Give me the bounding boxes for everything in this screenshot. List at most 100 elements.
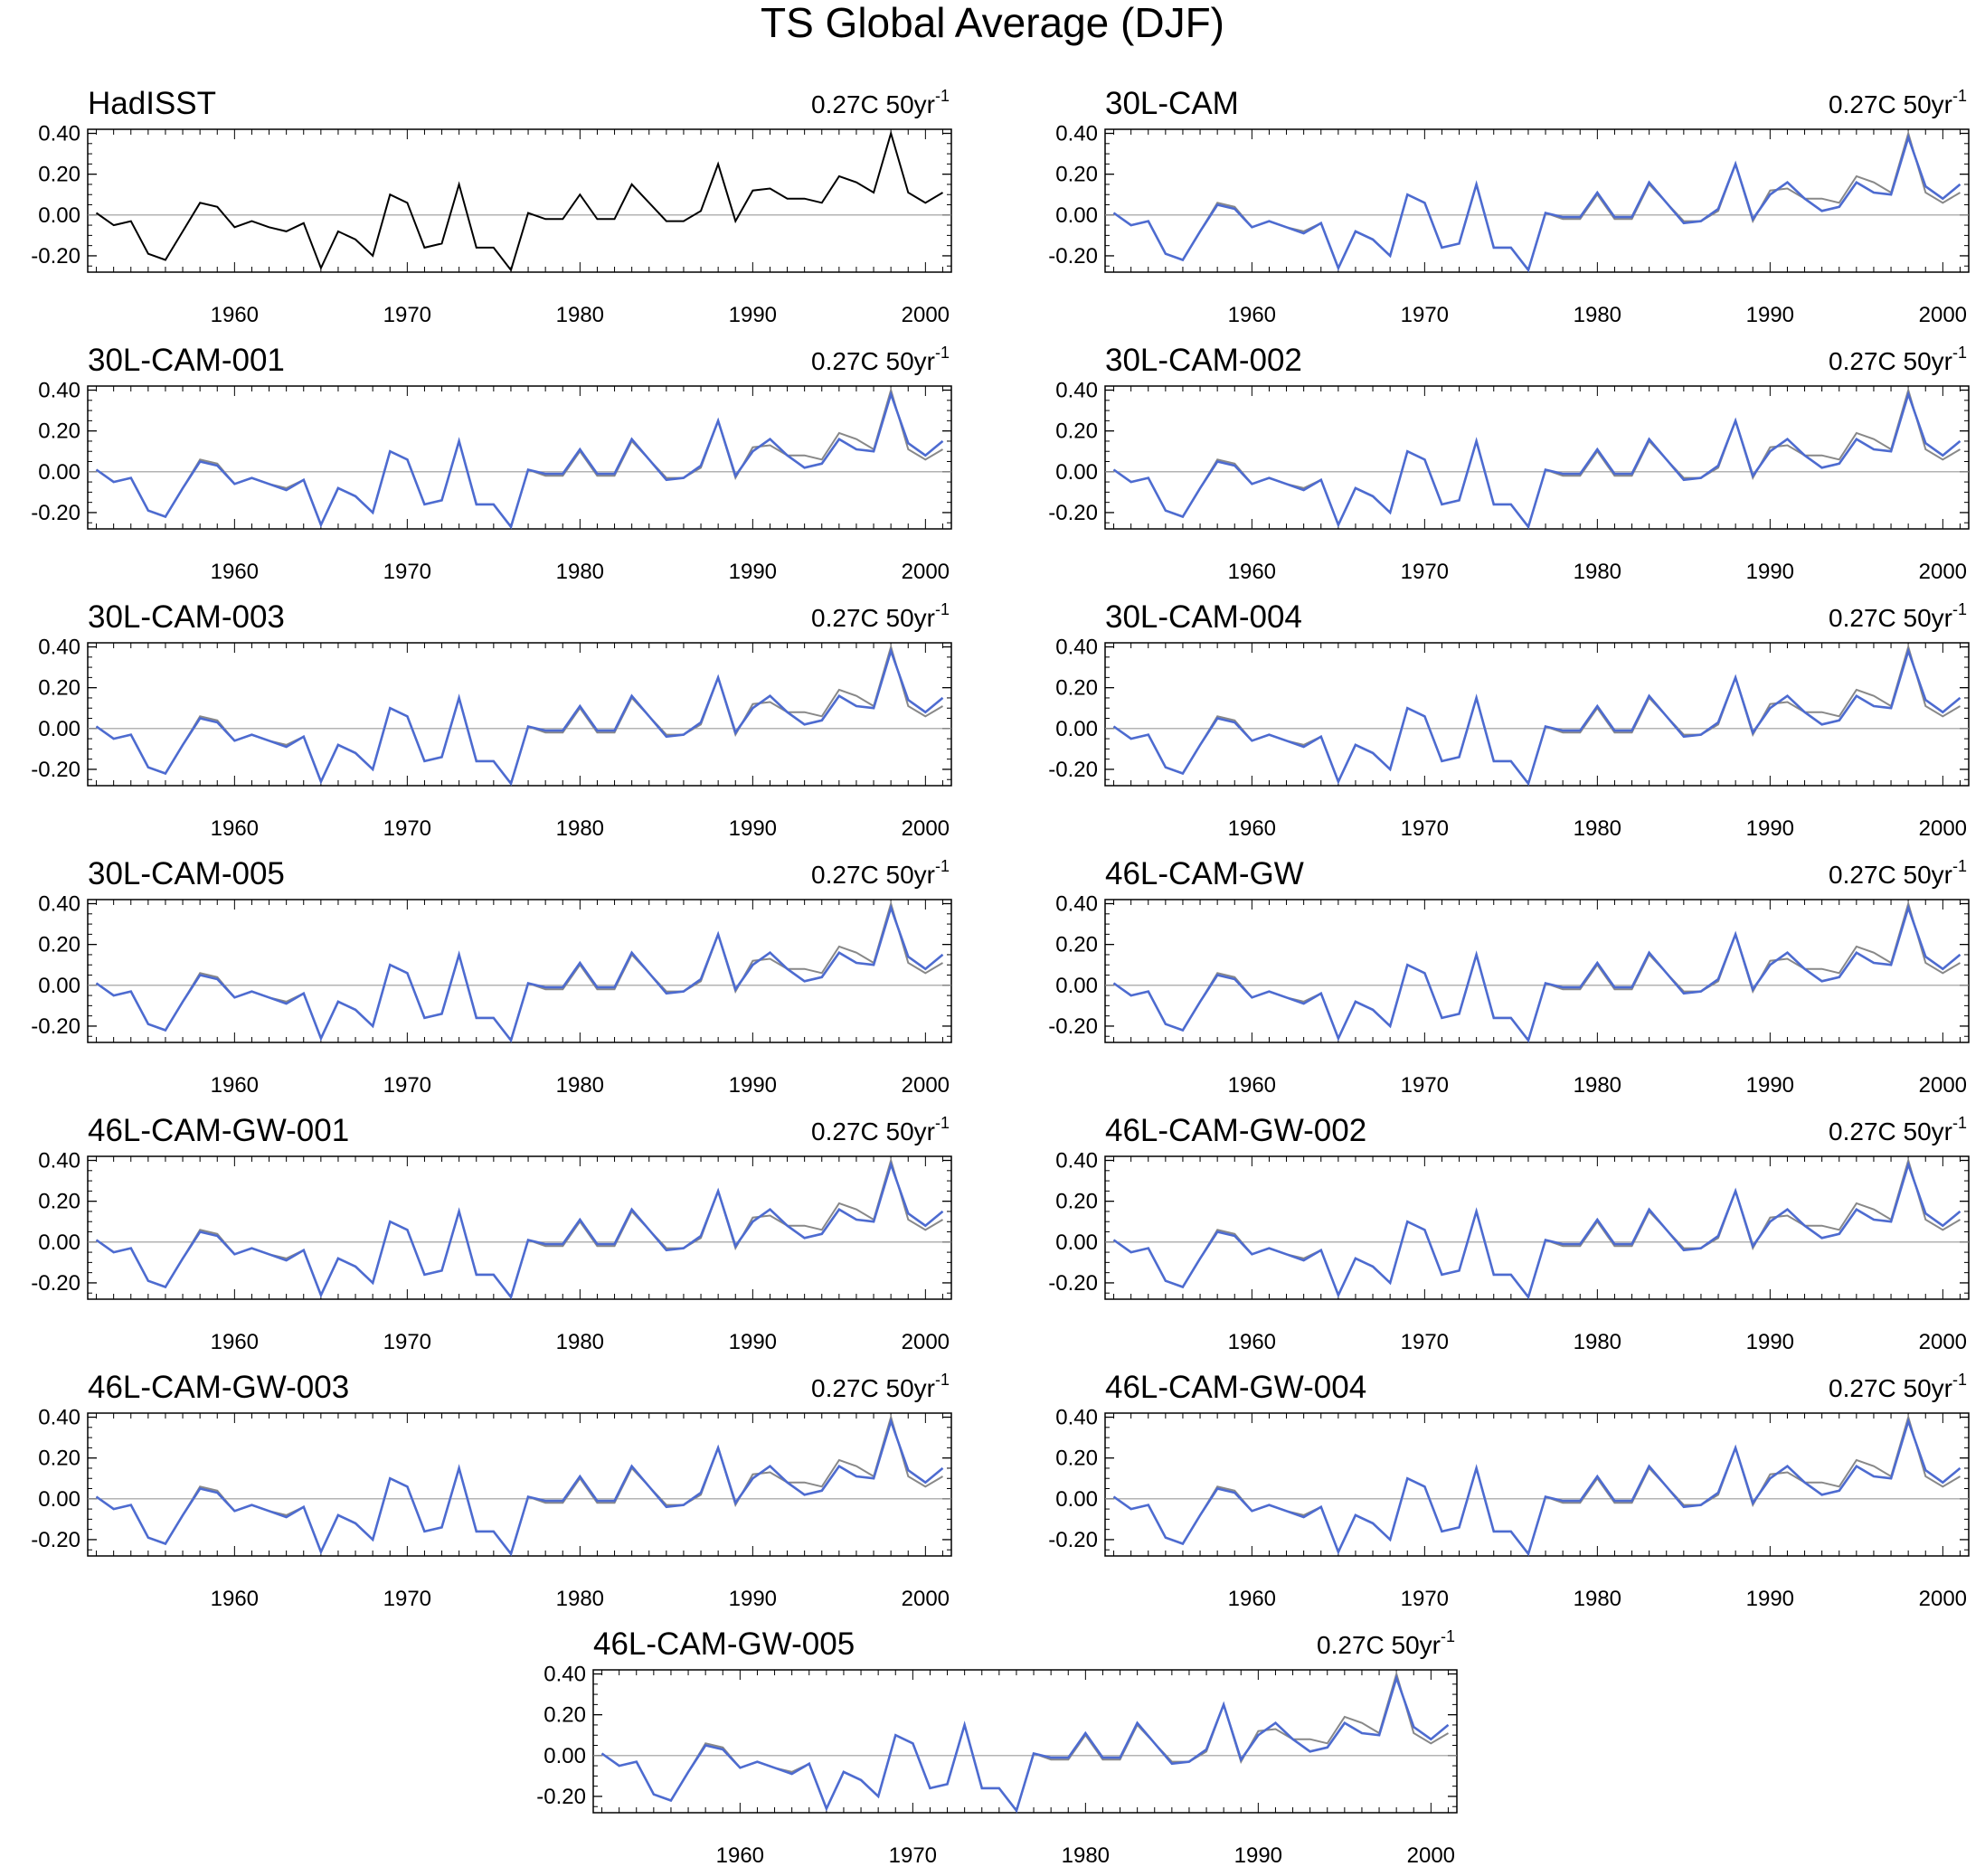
x-tick-label: 2000 [902, 303, 950, 327]
model-series-line [1112, 646, 1961, 787]
x-tick-label: 1960 [1228, 303, 1276, 327]
x-tick-label: 1960 [211, 303, 259, 327]
y-tick-label: 0.20 [544, 1703, 586, 1728]
panel-9: 46L-CAM-GW-001 0.27C 50yr-1 0.40 0.20 0.00 -0… [31, 1113, 952, 1354]
x-tick-label: 2000 [902, 1073, 950, 1098]
y-tick-label: 0.20 [38, 933, 80, 957]
model-series-line [95, 1417, 944, 1557]
y-tick-label: -0.20 [1048, 501, 1098, 525]
y-tick-label: 0.20 [1055, 163, 1098, 187]
panel-12: 46L-CAM-GW-004 0.27C 50yr-1 0.40 0.20 0.00 -0… [1048, 1370, 1970, 1611]
y-tick-label: -0.20 [536, 1785, 586, 1809]
x-tick-label: 1970 [383, 816, 431, 841]
x-tick-label: 2000 [1919, 560, 1967, 584]
y-tick-label: -0.20 [31, 244, 80, 269]
y-tick-label: -0.20 [1048, 1528, 1098, 1552]
trend-label: 0.27C 50yr-1 [811, 600, 950, 632]
y-tick-label: -0.20 [1048, 758, 1098, 782]
plot-frame [1104, 385, 1970, 530]
trend-label: 0.27C 50yr-1 [1829, 857, 1967, 889]
x-tick-label: 1960 [211, 816, 259, 841]
x-tick-label: 1960 [211, 560, 259, 584]
observed-series-line [95, 386, 944, 529]
y-tick-label: 0.00 [544, 1744, 586, 1768]
observed-series-line [1112, 643, 1961, 786]
x-tick-label: 1970 [383, 1330, 431, 1354]
x-tick-label: 1970 [1401, 303, 1449, 327]
trend-label: 0.27C 50yr-1 [811, 1114, 950, 1145]
x-tick-label: 1980 [1574, 560, 1621, 584]
x-tick-label: 2000 [1919, 1330, 1967, 1354]
plot-frame [87, 899, 952, 1043]
panel-title: HadISST [88, 86, 216, 121]
x-tick-label: 1970 [889, 1843, 937, 1868]
x-tick-label: 1960 [1228, 1587, 1276, 1611]
panel-title: 30L-CAM-003 [88, 599, 285, 635]
x-tick-label: 1980 [556, 1330, 604, 1354]
y-tick-label: 0.00 [38, 460, 80, 485]
y-tick-label: 0.20 [38, 1447, 80, 1471]
model-series-line [1112, 1160, 1961, 1300]
y-tick-label: 0.20 [38, 676, 80, 701]
y-tick-label: 0.40 [1055, 892, 1098, 917]
x-tick-label: 1980 [556, 560, 604, 584]
x-tick-label: 1970 [1401, 816, 1449, 841]
x-tick-label: 1980 [556, 1587, 604, 1611]
trend-label: 0.27C 50yr-1 [1829, 1114, 1967, 1145]
trend-label: 0.27C 50yr-1 [811, 87, 950, 118]
panel-4: 30L-CAM-002 0.27C 50yr-1 0.40 0.20 0.00 -0.20… [1048, 343, 1970, 584]
panel-8: 46L-CAM-GW 0.27C 50yr-1 0.40 0.20 0.00 -0.20 1… [1048, 856, 1970, 1098]
y-tick-label: 0.40 [1055, 1406, 1098, 1430]
panel-title: 30L-CAM-004 [1105, 599, 1302, 635]
x-tick-label: 1960 [211, 1073, 259, 1098]
y-tick-label: 0.20 [1055, 1190, 1098, 1214]
y-tick-label: 0.40 [1055, 122, 1098, 146]
trend-label: 0.27C 50yr-1 [1829, 344, 1967, 375]
y-tick-label: 0.20 [1055, 933, 1098, 957]
observed-series-line [95, 1156, 944, 1299]
x-tick-label: 1980 [556, 816, 604, 841]
y-tick-label: 0.00 [38, 1487, 80, 1512]
x-tick-label: 1960 [716, 1843, 764, 1868]
y-tick-label: 0.40 [38, 892, 80, 917]
plot-frame [1104, 1412, 1970, 1557]
x-tick-label: 2000 [1919, 1073, 1967, 1098]
model-series-line [95, 390, 944, 530]
x-tick-label: 1970 [1401, 560, 1449, 584]
model-series-line [1112, 1417, 1961, 1557]
y-tick-label: 0.00 [1055, 1230, 1098, 1255]
panel-title: 46L-CAM-GW-003 [88, 1370, 349, 1405]
x-tick-label: 1990 [1746, 1587, 1794, 1611]
observed-series-line [95, 129, 944, 272]
y-tick-label: 0.00 [1055, 974, 1098, 998]
model-series-line [95, 646, 944, 787]
x-tick-label: 2000 [902, 1330, 950, 1354]
plot-frame [592, 1669, 1458, 1814]
y-tick-label: -0.20 [1048, 244, 1098, 269]
observed-series-line [1112, 386, 1961, 529]
y-tick-label: 0.40 [38, 379, 80, 403]
y-tick-label: 0.00 [1055, 1487, 1098, 1512]
x-tick-label: 1970 [1401, 1073, 1449, 1098]
panel-title: 30L-CAM-002 [1105, 343, 1302, 378]
x-tick-label: 1990 [729, 560, 777, 584]
y-tick-label: 0.00 [38, 203, 80, 228]
y-tick-label: 0.20 [1055, 420, 1098, 444]
trend-label: 0.27C 50yr-1 [1317, 1627, 1455, 1659]
y-tick-label: 0.20 [38, 163, 80, 187]
y-tick-label: 0.40 [1055, 636, 1098, 660]
y-tick-label: 0.40 [38, 122, 80, 146]
x-tick-label: 1990 [1746, 1330, 1794, 1354]
panel-13: 46L-CAM-GW-005 0.27C 50yr-1 0.40 0.20 0.00 -0… [536, 1626, 1458, 1868]
plot-frame [1104, 128, 1970, 273]
panel-5: 30L-CAM-003 0.27C 50yr-1 0.40 0.20 0.00 -0.20… [31, 599, 952, 841]
panel-title: 46L-CAM-GW-001 [88, 1113, 349, 1148]
observed-series-line [95, 900, 944, 1042]
y-tick-label: 0.20 [1055, 1447, 1098, 1471]
trend-label: 0.27C 50yr-1 [1829, 87, 1967, 118]
y-tick-label: 0.40 [38, 636, 80, 660]
x-tick-label: 1970 [1401, 1587, 1449, 1611]
figure-title: TS Global Average (DJF) [760, 0, 1224, 46]
x-tick-label: 2000 [902, 560, 950, 584]
panel-10: 46L-CAM-GW-002 0.27C 50yr-1 0.40 0.20 0.00 -0… [1048, 1113, 1970, 1354]
